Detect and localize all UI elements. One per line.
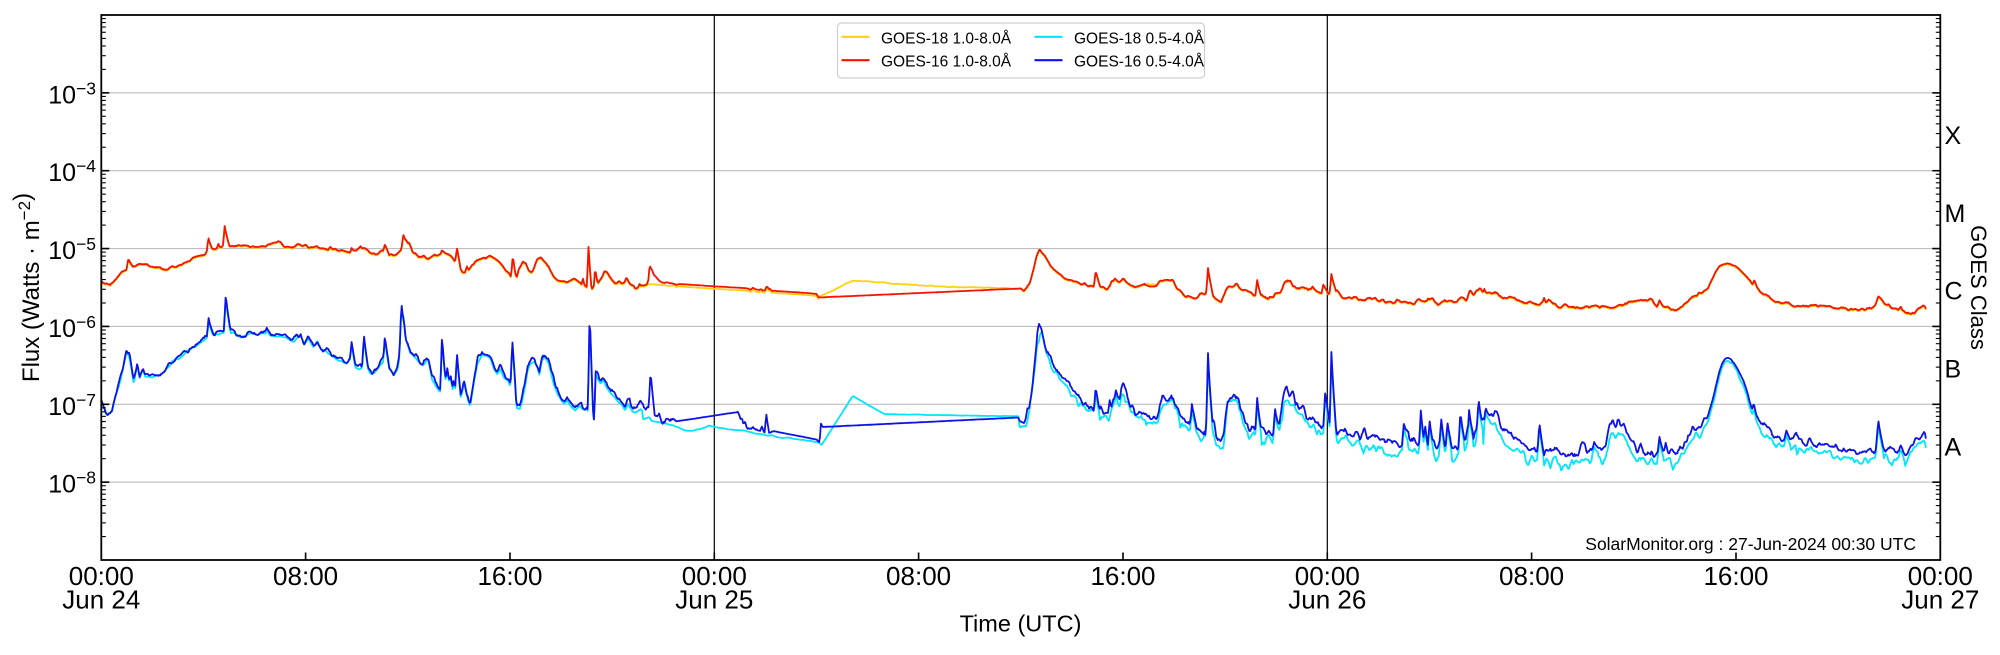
svg-text:08:00: 08:00 <box>886 561 951 591</box>
svg-text:X: X <box>1945 122 1962 150</box>
svg-text:08:00: 08:00 <box>273 561 338 591</box>
svg-text:GOES-18 0.5-4.0Å: GOES-18 0.5-4.0Å <box>1074 30 1205 47</box>
svg-text:B: B <box>1945 356 1962 384</box>
svg-text:10−5: 10−5 <box>48 234 96 265</box>
svg-text:00:00: 00:00 <box>1908 561 1973 591</box>
svg-text:16:00: 16:00 <box>1703 561 1768 591</box>
svg-text:A: A <box>1945 433 1962 461</box>
svg-text:10−7: 10−7 <box>48 390 96 421</box>
svg-text:16:00: 16:00 <box>477 561 542 591</box>
svg-text:GOES Class: GOES Class <box>1966 225 1991 350</box>
svg-text:GOES-18 1.0-8.0Å: GOES-18 1.0-8.0Å <box>881 30 1012 47</box>
svg-text:C: C <box>1945 278 1963 306</box>
svg-text:08:00: 08:00 <box>1499 561 1564 591</box>
svg-text:00:00: 00:00 <box>682 561 747 591</box>
svg-text:Jun 26: Jun 26 <box>1288 585 1366 615</box>
svg-text:Time (UTC): Time (UTC) <box>960 611 1082 637</box>
svg-text:16:00: 16:00 <box>1090 561 1155 591</box>
svg-text:00:00: 00:00 <box>1295 561 1360 591</box>
svg-text:SolarMonitor.org : 27-Jun-2024: SolarMonitor.org : 27-Jun-2024 00:30 UTC <box>1585 534 1916 554</box>
svg-text:00:00: 00:00 <box>69 561 134 591</box>
svg-text:Jun 24: Jun 24 <box>62 585 140 615</box>
svg-text:GOES-16 0.5-4.0Å: GOES-16 0.5-4.0Å <box>1074 54 1205 71</box>
svg-text:Jun 27: Jun 27 <box>1901 585 1979 615</box>
svg-text:GOES-16 1.0-8.0Å: GOES-16 1.0-8.0Å <box>881 54 1012 71</box>
svg-text:Jun 25: Jun 25 <box>675 585 753 615</box>
svg-text:M: M <box>1945 200 1966 228</box>
